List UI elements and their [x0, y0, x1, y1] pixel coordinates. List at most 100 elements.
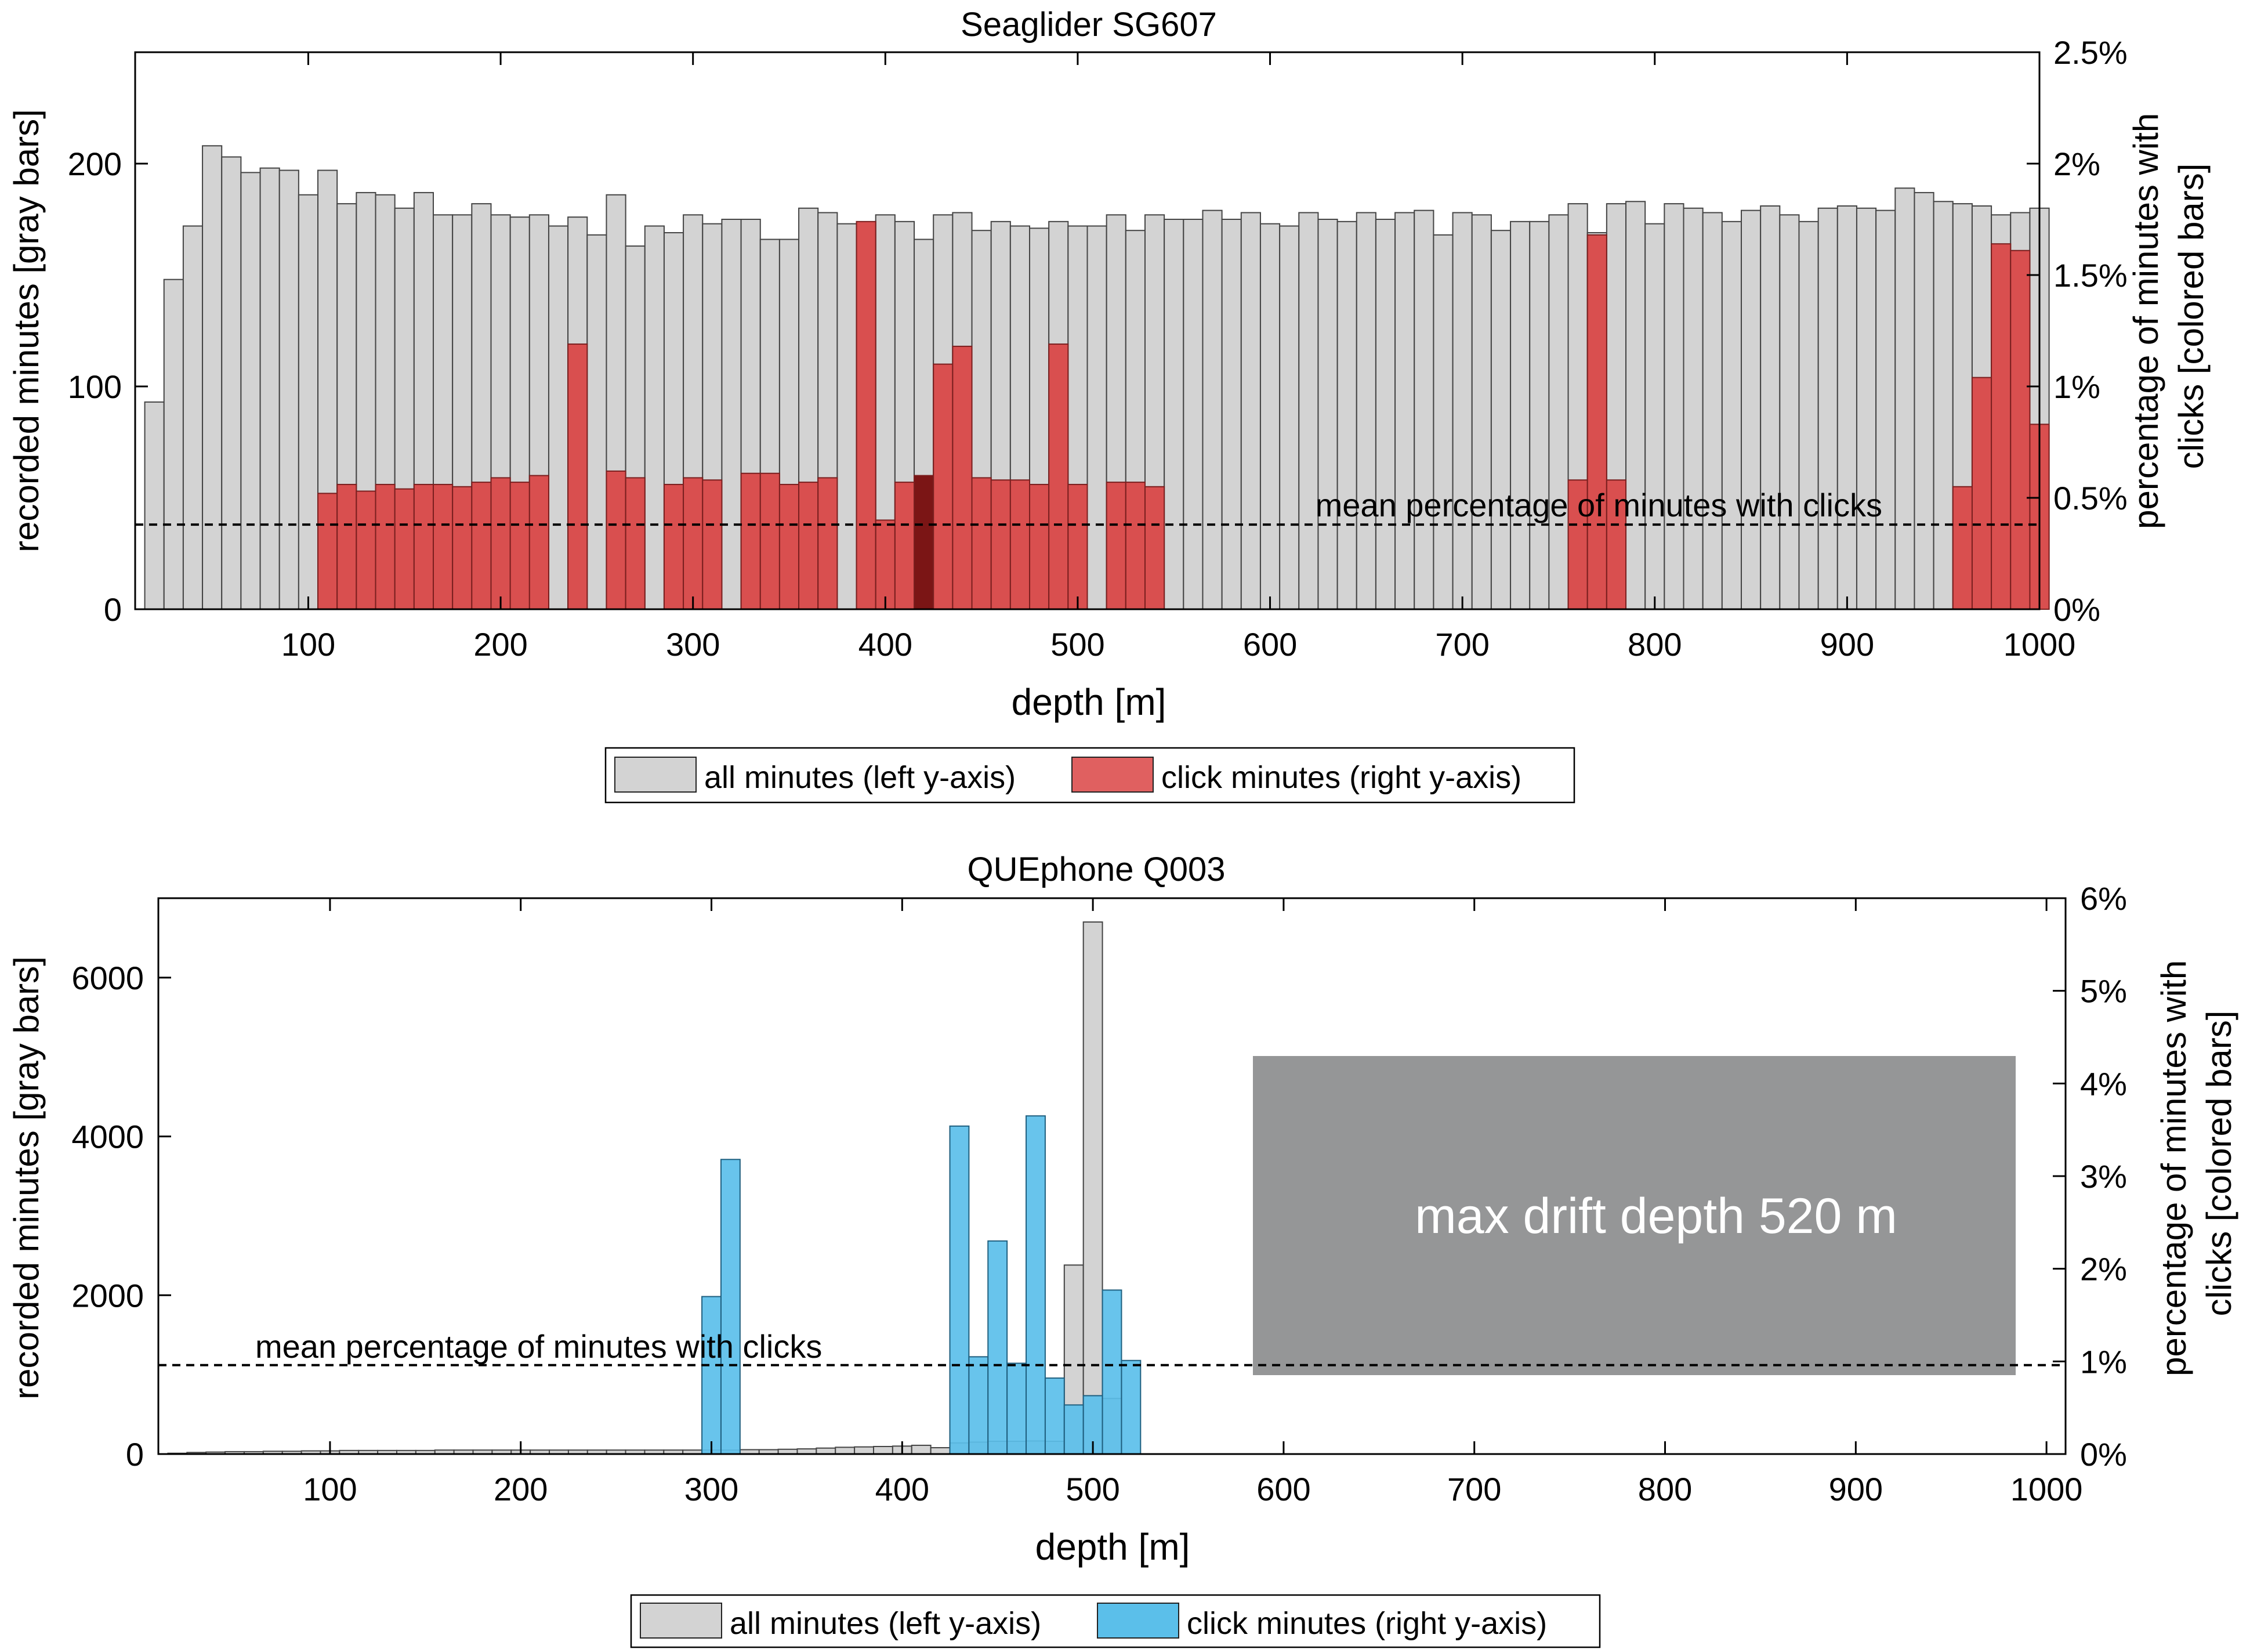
gray-bar — [1625, 201, 1646, 610]
gray-bar — [1702, 212, 1723, 610]
gray-bar — [1875, 209, 1896, 610]
right-y-axis-label-line1: percentage of minutes with — [2126, 113, 2165, 529]
x-axis-label: depth [m] — [1012, 681, 1166, 723]
click-bar — [701, 1296, 722, 1455]
gray-bar — [1317, 219, 1338, 610]
left-y-axis-label: recorded minutes [gray bars] — [7, 956, 46, 1400]
click-bar — [1029, 483, 1050, 610]
x-tick-label: 700 — [1435, 626, 1489, 663]
right-y-tick-label: 4% — [2080, 1065, 2127, 1102]
gray-bar — [202, 145, 223, 610]
gray-bar — [1240, 212, 1261, 610]
left-y-axis-label: recorded minutes [gray bars] — [7, 109, 46, 552]
left-y-axis-ticks: 0 2000 4000 6000 — [71, 960, 171, 1473]
x-tick-label: 200 — [473, 626, 527, 663]
mean-reference-label: mean percentage of minutes with clicks — [1316, 487, 1882, 523]
gray-bar — [1298, 212, 1319, 610]
click-bar — [1044, 1377, 1065, 1455]
right-y-tick-label: 2% — [2080, 1251, 2127, 1288]
x-tick-label: 1000 — [2003, 626, 2076, 663]
x-tick-label: 600 — [1243, 626, 1297, 663]
right-y-tick-label: 1.5% — [2053, 257, 2128, 294]
mean-reference-label: mean percentage of minutes with clicks — [255, 1328, 822, 1365]
gray-bar — [1914, 191, 1934, 610]
right-y-axis-label: percentage of minutes with clicks [color… — [2126, 103, 2211, 529]
gray-bar — [930, 1447, 951, 1455]
x-tick-label: 400 — [858, 626, 912, 663]
gray-bar — [911, 1444, 932, 1455]
gray-bar — [163, 279, 184, 610]
x-tick-label: 300 — [684, 1471, 738, 1507]
gray-bar — [1836, 205, 1857, 610]
click-bar — [1144, 486, 1165, 610]
legend-swatch-gray — [640, 1603, 722, 1639]
gray-bar — [1894, 187, 1915, 610]
legend-label-click-minutes: click minutes (right y-axis) — [1187, 1606, 1547, 1641]
click-bar — [567, 343, 588, 610]
gray-bar — [1164, 219, 1184, 610]
gray-bar — [836, 223, 857, 610]
legend-label-all-minutes: all minutes (left y-axis) — [704, 760, 1016, 795]
gray-bar — [1548, 214, 1569, 610]
gray-bar — [548, 225, 569, 610]
click-bar — [336, 483, 357, 610]
gray-bar — [1779, 214, 1800, 610]
click-bar — [968, 1356, 989, 1455]
click-bar — [740, 472, 761, 610]
gray-bar — [1490, 230, 1512, 610]
right-y-tick-label: 6% — [2080, 880, 2127, 917]
click-bar — [990, 479, 1011, 610]
gray-bar — [1933, 201, 1954, 610]
click-bars — [701, 1115, 1142, 1455]
click-bar — [317, 493, 338, 610]
gray-bar — [278, 169, 299, 610]
gray-bar — [854, 1446, 874, 1455]
gray-bar — [1183, 219, 1204, 610]
right-y-axis-label: percentage of minutes with clicks [color… — [2154, 950, 2238, 1376]
click-bar — [375, 483, 396, 610]
chart-title: Seaglider SG607 — [961, 6, 1217, 44]
legend: all minutes (left y-axis) click minutes … — [630, 1594, 1601, 1648]
right-y-tick-label: 0.5% — [2053, 480, 2128, 516]
left-y-axis-ticks: 0 100 200 — [68, 146, 148, 628]
click-bar — [1106, 482, 1126, 610]
x-tick-label: 300 — [666, 626, 720, 663]
right-y-axis-ticks: 0% 1% 2% 3% 4% 5% 6% — [2053, 880, 2127, 1473]
click-bar — [471, 482, 492, 610]
right-y-axis-label-line1: percentage of minutes with — [2154, 960, 2193, 1376]
left-y-tick-label: 2000 — [71, 1277, 144, 1314]
gray-bar — [586, 234, 607, 610]
gray-bar — [816, 1447, 836, 1455]
right-y-tick-label: 2.5% — [2053, 34, 2128, 71]
x-axis-ticks: 100 200 300 400 500 600 700 800 900 1000 — [281, 52, 2076, 663]
x-tick-label: 900 — [1820, 626, 1874, 663]
left-y-tick-label: 0 — [126, 1436, 144, 1473]
gray-bar — [1356, 212, 1376, 610]
gray-bar — [182, 225, 204, 610]
gray-bar — [259, 167, 280, 610]
x-axis-label: depth [m] — [1035, 1526, 1190, 1568]
click-bar — [452, 486, 473, 610]
legend-label-all-minutes: all minutes (left y-axis) — [730, 1606, 1041, 1641]
legend-label-click-minutes: click minutes (right y-axis) — [1161, 760, 1521, 795]
left-y-tick-label: 0 — [104, 591, 122, 628]
click-bar — [625, 477, 646, 610]
click-bar — [914, 475, 934, 610]
click-bar — [759, 472, 780, 610]
click-bar — [606, 470, 626, 610]
x-tick-label: 800 — [1638, 1471, 1692, 1507]
right-y-tick-label: 2% — [2053, 146, 2100, 182]
x-tick-label: 900 — [1829, 1471, 1883, 1507]
click-bars — [317, 220, 2050, 610]
gray-bar — [1086, 225, 1107, 610]
x-tick-label: 500 — [1066, 1471, 1119, 1507]
gray-bar — [1082, 921, 1103, 1455]
click-bar — [1006, 1362, 1027, 1455]
click-bar — [1991, 243, 2012, 610]
gray-bar — [1279, 225, 1300, 610]
gray-bar — [721, 219, 742, 610]
chart-title: QUEphone Q003 — [968, 851, 1226, 888]
gray-bar — [1375, 219, 1396, 610]
quephone-chart: QUEphone Q003 max drift depth 520 m mean… — [7, 851, 2238, 1648]
